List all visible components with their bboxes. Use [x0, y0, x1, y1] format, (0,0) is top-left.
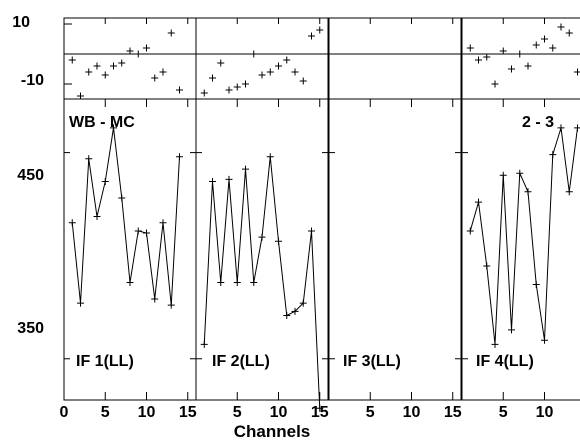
residual-point	[291, 68, 299, 76]
chart-subtitle: 2 - 3	[522, 114, 554, 131]
panel-label-if3: IF 3(LL)	[343, 353, 401, 370]
panel-frames	[63, 17, 580, 401]
residual-point	[93, 62, 101, 70]
x-tick-label: 10	[138, 404, 156, 421]
residual-point	[475, 56, 482, 64]
residual-point	[217, 59, 225, 67]
residual-point	[176, 86, 183, 94]
residual-point	[499, 47, 507, 55]
residual-frame	[461, 17, 580, 100]
residual-point	[101, 71, 109, 79]
residual-point	[242, 80, 249, 88]
panel-label-if2: IF 2(LL)	[212, 353, 270, 370]
residual-point	[134, 50, 142, 58]
x-tick-label: 15	[311, 404, 329, 421]
main-ytick-label: 450	[17, 167, 44, 184]
residual-point	[68, 56, 76, 64]
residual-point	[275, 62, 282, 70]
spectrum-frame	[195, 98, 329, 401]
residual-frame	[195, 17, 329, 100]
residual-point	[508, 65, 515, 73]
residual-point	[491, 80, 499, 88]
residual-point	[233, 83, 241, 91]
x-tick-label: 15	[444, 404, 462, 421]
residual-point	[143, 44, 150, 52]
residual-point	[574, 68, 580, 76]
spectrum-frame	[328, 98, 462, 401]
tick-marks	[63, 18, 545, 400]
x-tick-label: 5	[499, 404, 508, 421]
residual-point	[159, 68, 167, 76]
residual-point	[126, 47, 134, 55]
residual-point	[250, 50, 258, 58]
residual-point	[167, 29, 175, 37]
x-tick-label: 0	[60, 404, 69, 421]
residual-point	[565, 29, 573, 37]
x-tick-label: 5	[366, 404, 375, 421]
residual-point	[557, 23, 565, 31]
x-tick-label: 10	[403, 404, 421, 421]
series-line	[71, 127, 180, 306]
residual-point	[299, 77, 307, 85]
x-tick-label: 10	[270, 404, 288, 421]
chart-title: WB - MC	[69, 114, 135, 131]
x-tick-label: 5	[233, 404, 242, 421]
residual-plots	[68, 23, 580, 100]
residual-point	[225, 86, 233, 94]
residual-point	[316, 26, 324, 34]
panel-label-if4: IF 4(LL)	[476, 353, 534, 370]
x-tick-label: 15	[179, 404, 197, 421]
main-ytick-label: 350	[17, 320, 44, 337]
spectrum-plots	[68, 124, 580, 412]
series-line	[203, 156, 321, 409]
residual-point	[118, 59, 126, 67]
residual-point	[524, 62, 532, 70]
residual-point	[77, 92, 84, 100]
residual-point	[110, 62, 117, 70]
top-ytick-label: -10	[21, 72, 44, 89]
residual-point	[151, 74, 159, 82]
residual-point	[549, 44, 557, 52]
residual-point	[258, 71, 266, 79]
spectrum-frame	[461, 98, 580, 401]
residual-point	[209, 74, 216, 82]
series-line	[469, 127, 578, 345]
x-tick-label: 5	[101, 404, 110, 421]
residual-point	[200, 89, 208, 97]
top-ytick-label: 10	[12, 14, 30, 31]
residual-point	[466, 44, 474, 52]
residual-point	[266, 68, 274, 76]
residual-point	[516, 50, 524, 58]
panel-label-if1: IF 1(LL)	[76, 353, 134, 370]
x-axis-label: Channels	[234, 422, 311, 440]
residual-point	[483, 53, 491, 61]
residual-point	[283, 56, 291, 64]
residual-point	[541, 35, 548, 43]
residual-point	[308, 32, 315, 40]
x-tick-label: 10	[536, 404, 554, 421]
residual-point	[532, 41, 540, 49]
residual-frame	[328, 17, 462, 100]
x-tick-labels: 0 5 10 15 5 10 15 5 10 15 5 10	[60, 404, 554, 421]
residual-point	[85, 68, 93, 76]
residual-frame	[63, 17, 197, 100]
